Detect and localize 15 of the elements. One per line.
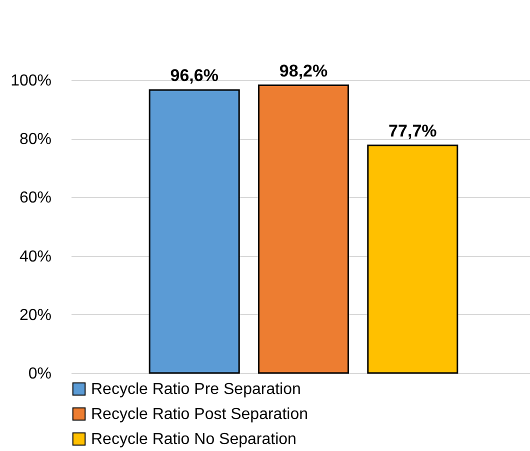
bar — [148, 89, 240, 374]
data-label: 98,2% — [279, 61, 328, 80]
data-label: 77,7% — [388, 121, 437, 140]
y-tick-label: 0% — [28, 366, 52, 382]
y-tick-label: 80% — [19, 131, 52, 148]
data-label: 96,6% — [170, 66, 218, 85]
legend-label: Recycle Ratio No Separation — [91, 431, 296, 448]
legend-label: Recycle Ratio Post Separation — [91, 406, 308, 423]
bar — [258, 84, 350, 374]
y-tick-label: 20% — [19, 306, 52, 324]
y-tick-label: 40% — [19, 248, 52, 266]
y-tick-label: 100% — [10, 72, 52, 90]
bar — [367, 144, 458, 374]
y-tick-label: 60% — [19, 190, 52, 207]
legend-label: Recycle Ratio Pre Separation — [91, 381, 301, 398]
